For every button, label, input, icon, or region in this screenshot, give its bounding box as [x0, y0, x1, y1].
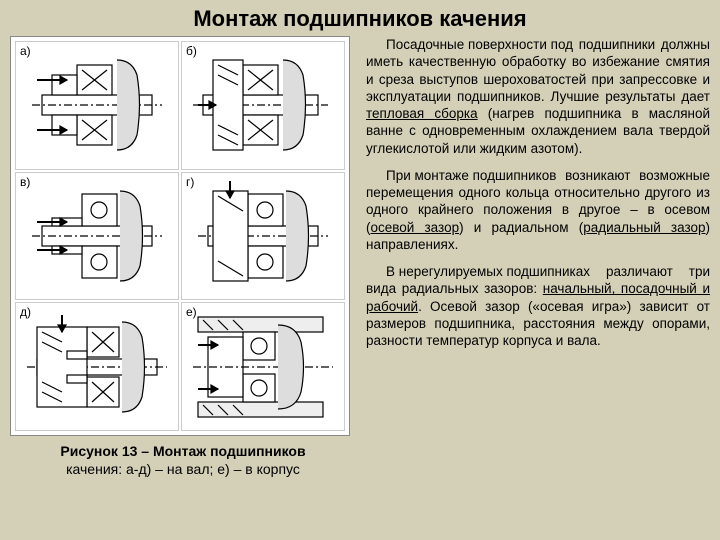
p2-lead: При монтаже подшипников [366, 167, 556, 184]
page-title: Монтаж подшипников качения [0, 0, 720, 36]
figure-13: а) [10, 36, 350, 436]
caption-prefix: Рисунок 13 – Монтаж подшипников [60, 443, 305, 459]
right-column: Посадочные поверхности под подшипники до… [360, 36, 710, 478]
subfig-d: д) [15, 302, 179, 431]
p1-lead: Посадочные поверхности под [366, 36, 573, 53]
subfig-b: б) [181, 41, 345, 170]
bearing-diagram-e [188, 307, 338, 427]
subfig-label-e: е) [186, 305, 197, 319]
bearing-diagram-v [22, 176, 172, 296]
p1-underline: тепловая сборка [366, 106, 478, 121]
subfig-e: е) [181, 302, 345, 431]
paragraph-1: Посадочные поверхности под подшипники до… [366, 36, 710, 157]
bearing-diagram-b [188, 45, 338, 165]
paragraph-2: При монтаже подшипников возникают возмож… [366, 167, 710, 253]
bearing-diagram-d [22, 307, 172, 427]
subfig-label-a: а) [20, 44, 31, 58]
subfig-v: в) [15, 172, 179, 301]
subfig-a: а) [15, 41, 179, 170]
subfig-label-b: б) [186, 44, 197, 58]
figure-caption: Рисунок 13 – Монтаж подшипников качения:… [10, 436, 360, 478]
caption-suffix: качения: а-д) – на вал; е) – в корпус [66, 461, 300, 477]
paragraph-3: В нерегулируемых подшипниках различают т… [366, 263, 710, 349]
bearing-diagram-g [188, 176, 338, 296]
p3-body2: . Осевой зазор («осевая игра») зависит о… [366, 299, 710, 349]
content-row: а) [0, 36, 720, 478]
p3-lead: В нерегулируемых подшипниках [366, 263, 590, 280]
p2-body2: ) и радиальном ( [459, 220, 583, 235]
subfig-label-g: г) [186, 175, 194, 189]
subfig-g: г) [181, 172, 345, 301]
bearing-diagram-a [22, 45, 172, 165]
subfig-label-v: в) [20, 175, 30, 189]
p2-ul1: осевой зазор [371, 220, 460, 235]
p2-ul2: радиальный зазор [583, 220, 705, 235]
subfig-label-d: д) [20, 305, 31, 319]
left-column: а) [10, 36, 360, 478]
